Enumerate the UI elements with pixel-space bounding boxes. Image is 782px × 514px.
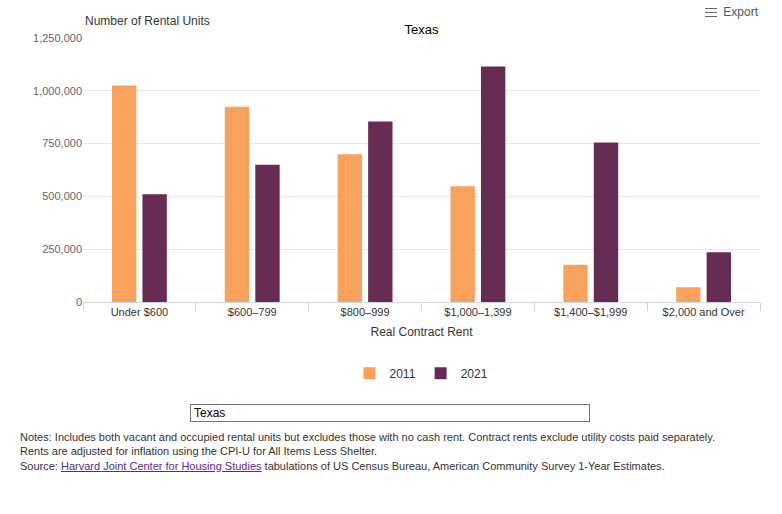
svg-text:2021: 2021 — [461, 367, 488, 381]
html-text:Notes: Includes both vacant an: Notes: Includes both vacant and occupied… — [20, 431, 715, 457]
svg-text:0: 0 — [76, 296, 82, 308]
svg-text:$600–799: $600–799 — [228, 306, 277, 318]
svg-text:750,000: 750,000 — [42, 137, 82, 149]
html-text:Source: Harvard Joint Center f: Source: Harvard Joint Center for Housing… — [20, 460, 665, 472]
svg-text:$1,000–1,399: $1,000–1,399 — [444, 306, 511, 318]
html-text:Texas: Texas — [194, 406, 226, 420]
svg-text:$2,000 and Over: $2,000 and Over — [663, 306, 745, 318]
svg-text:$800–999: $800–999 — [341, 306, 390, 318]
svg-text:$1,400–$1,999: $1,400–$1,999 — [554, 306, 627, 318]
svg-text:250,000: 250,000 — [42, 243, 82, 255]
svg-text:500,000: 500,000 — [42, 190, 82, 202]
svg-text:Number of Rental Units: Number of Rental Units — [85, 14, 210, 28]
svg-text:Texas: Texas — [405, 22, 439, 37]
svg-text:2011: 2011 — [390, 367, 416, 381]
html-text:Export: Export — [723, 5, 758, 19]
svg-text:Under $600: Under $600 — [111, 306, 169, 318]
svg-text:Real Contract Rent: Real Contract Rent — [370, 325, 473, 339]
svg-text:1,000,000: 1,000,000 — [33, 85, 82, 97]
svg-text:1,250,000: 1,250,000 — [33, 32, 82, 44]
